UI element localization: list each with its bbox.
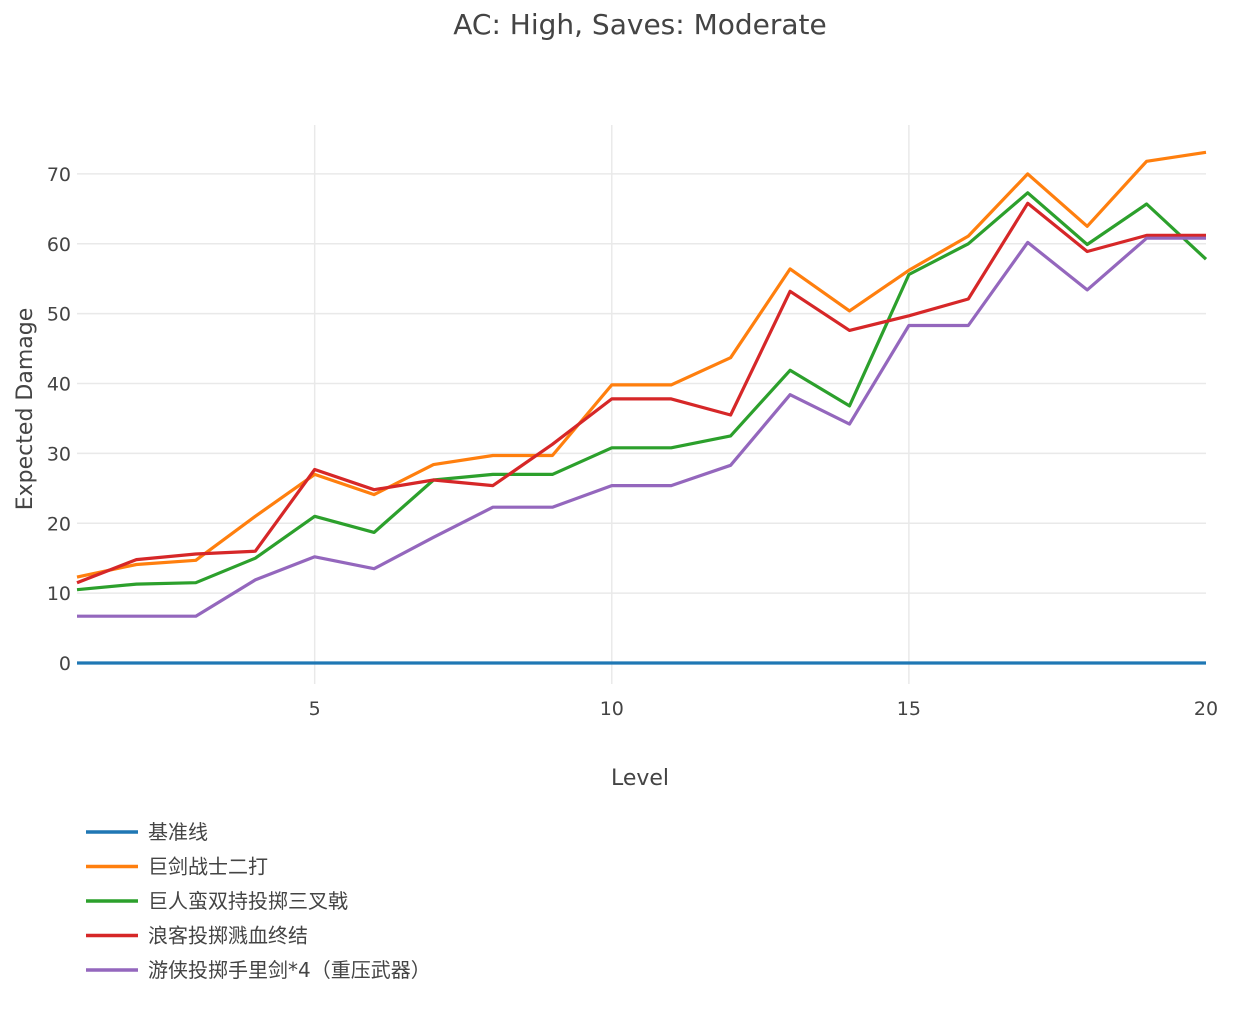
x-tick-label: 10 [600, 698, 624, 720]
legend-item[interactable]: 巨剑战士二打 [86, 855, 268, 879]
tick-labels: 0 10 20 30 40 50 60 70 5 10 15 20 [47, 164, 1218, 720]
legend: 基准线巨剑战士二打巨人蛮双持投掷三叉戟浪客投掷溅血终结游侠投掷手里剑*4（重压武… [86, 820, 431, 982]
y-tick-label: 10 [47, 583, 71, 605]
legend-item[interactable]: 游侠投掷手里剑*4（重压武器） [86, 958, 431, 982]
chart-title: AC: High, Saves: Moderate [453, 8, 827, 41]
y-tick-label: 60 [47, 234, 71, 256]
y-tick-label: 20 [47, 513, 71, 535]
series-lines [76, 150, 1208, 665]
y-axis-title: Expected Damage [13, 308, 38, 510]
legend-item[interactable]: 基准线 [86, 820, 208, 844]
series-line-1[interactable] [76, 150, 1207, 579]
legend-label: 基准线 [148, 820, 208, 844]
series-line-4[interactable] [77, 236, 1206, 618]
legend-label: 浪客投掷溅血终结 [148, 924, 308, 948]
legend-label: 游侠投掷手里剑*4（重压武器） [148, 958, 431, 982]
y-tick-label: 40 [47, 374, 71, 396]
y-tick-label: 30 [47, 443, 71, 465]
y-tick-label: 70 [47, 164, 71, 186]
series-line-3[interactable] [76, 201, 1206, 585]
x-tick-label: 5 [309, 698, 321, 720]
series-line-2[interactable] [76, 191, 1208, 592]
legend-label: 巨人蛮双持投掷三叉戟 [148, 889, 348, 913]
x-tick-label: 15 [897, 698, 921, 720]
y-tick-label: 0 [59, 653, 71, 675]
legend-item[interactable]: 巨人蛮双持投掷三叉戟 [86, 889, 348, 913]
legend-item[interactable]: 浪客投掷溅血终结 [86, 924, 308, 948]
x-tick-label: 20 [1194, 698, 1218, 720]
grid-lines [77, 125, 1206, 684]
legend-label: 巨剑战士二打 [148, 855, 268, 879]
y-tick-label: 50 [47, 304, 71, 326]
x-axis-title: Level [611, 766, 669, 791]
